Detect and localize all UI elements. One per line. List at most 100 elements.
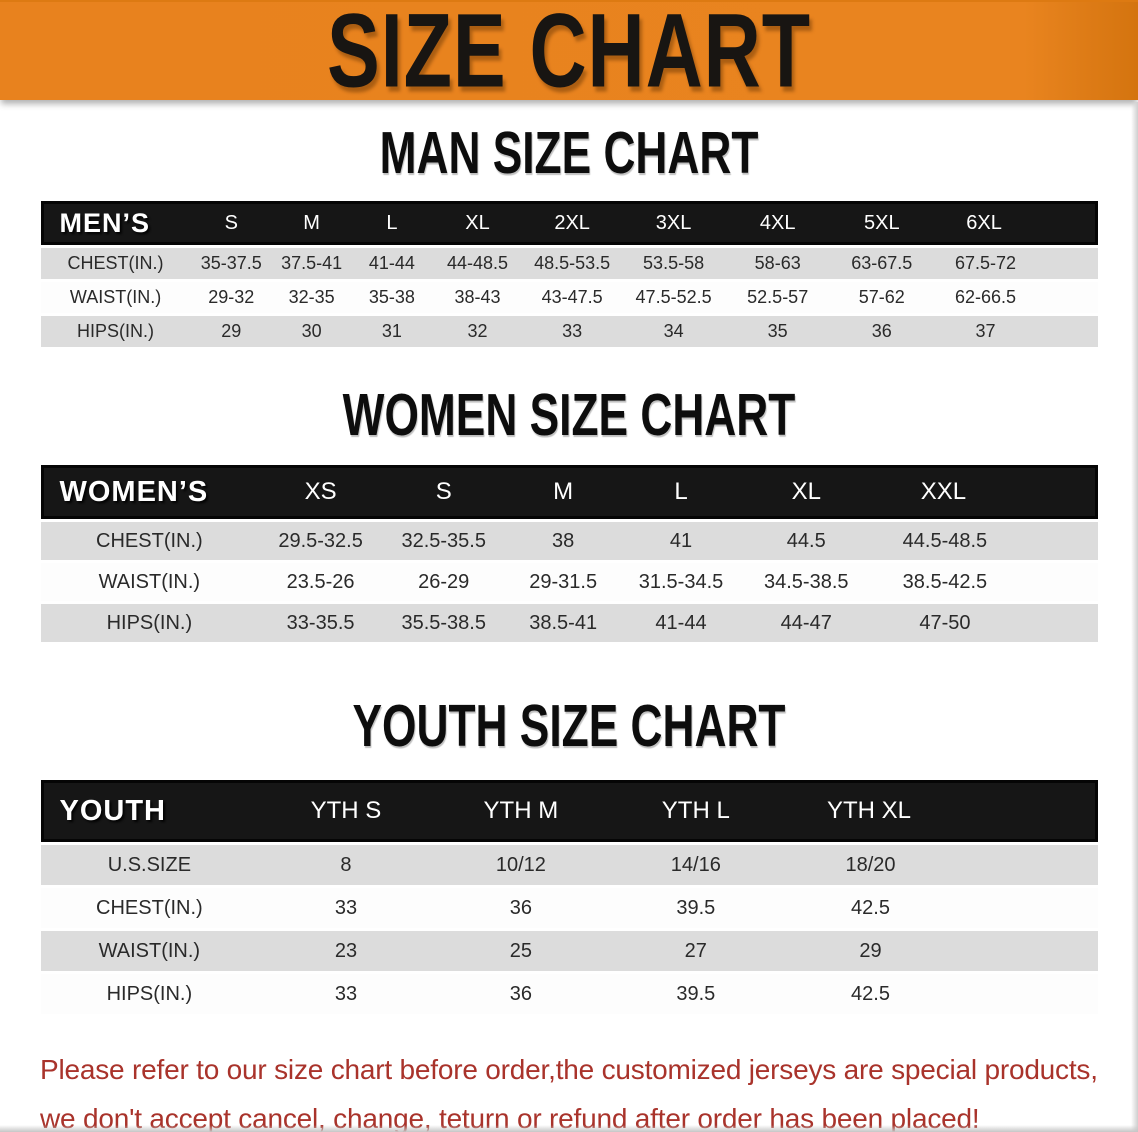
womens-chest-cell: 44.5 xyxy=(740,522,873,560)
women-section-heading: WOMEN SIZE CHART xyxy=(0,385,1138,444)
youth-ussize-cell: 10/12 xyxy=(433,845,609,885)
page-edge-shadow-right xyxy=(1131,102,1138,1132)
womens-size-header-cell: XL xyxy=(740,465,873,519)
mens-waist-cell: 43-47.5 xyxy=(522,282,622,313)
mens-header-row: MEN’S S M L XL 2XL 3XL 4XL 5XL 6XL xyxy=(40,201,1098,245)
mens-hips-cell: 30 xyxy=(271,316,352,347)
mens-size-header-cell: M xyxy=(271,201,352,245)
mens-size-table: MEN’S S M L XL 2XL 3XL 4XL 5XL 6XL CHEST(IN.) 35… xyxy=(40,198,1098,350)
table-row: HIPS(IN.) 29 30 31 32 33 34 35 36 37 xyxy=(40,316,1098,347)
mens-hips-cell: 33 xyxy=(522,316,622,347)
mens-hips-cell: 37 xyxy=(933,316,1098,347)
youth-ussize-cell: 8 xyxy=(258,845,434,885)
row-label-waist: WAIST(IN.) xyxy=(40,563,259,601)
mens-size-header-cell: XL xyxy=(432,201,523,245)
mens-chest-cell: 67.5-72 xyxy=(933,248,1098,279)
table-row: HIPS(IN.) 33 36 39.5 42.5 xyxy=(40,974,1098,1014)
table-row: HIPS(IN.) 33-35.5 35.5-38.5 38.5-41 41-44 44… xyxy=(40,604,1098,642)
mens-size-header-cell: 4XL xyxy=(725,201,831,245)
row-label-chest: CHEST(IN.) xyxy=(40,522,259,560)
mens-waist-cell: 35-38 xyxy=(351,282,433,313)
man-section-heading: MAN SIZE CHART xyxy=(0,120,1138,186)
womens-hips-cell: 44-47 xyxy=(740,604,873,642)
youth-chest-cell: 42.5 xyxy=(783,888,1098,928)
mens-size-header-cell: 5XL xyxy=(830,201,934,245)
mens-waist-cell: 62-66.5 xyxy=(933,282,1098,313)
mens-hips-cell: 35 xyxy=(725,316,831,347)
youth-size-header-cell: YTH S xyxy=(258,780,434,842)
youth-section-heading-text: YOUTH SIZE CHART xyxy=(352,693,786,759)
youth-hips-cell: 39.5 xyxy=(608,974,784,1014)
mens-chest-cell: 41-44 xyxy=(351,248,433,279)
womens-header-row: WOMEN’S XS S M L XL XXL xyxy=(40,465,1098,519)
youth-chest-cell: 33 xyxy=(258,888,434,928)
mens-chest-cell: 44-48.5 xyxy=(432,248,523,279)
youth-hips-cell: 33 xyxy=(258,974,434,1014)
mens-size-header-cell: 2XL xyxy=(522,201,622,245)
youth-waist-cell: 25 xyxy=(433,931,609,971)
womens-waist-cell: 38.5-42.5 xyxy=(872,563,1098,601)
youth-hips-cell: 42.5 xyxy=(783,974,1098,1014)
table-row: CHEST(IN.) 35-37.5 37.5-41 41-44 44-48.5 48.… xyxy=(40,248,1098,279)
youth-hips-cell: 36 xyxy=(433,974,609,1014)
youth-header-row: YOUTH YTH S YTH M YTH L YTH XL xyxy=(40,780,1098,842)
youth-ussize-cell: 14/16 xyxy=(608,845,784,885)
mens-waist-cell: 29-32 xyxy=(190,282,272,313)
table-row: CHEST(IN.) 33 36 39.5 42.5 xyxy=(40,888,1098,928)
youth-ussize-cell: 18/20 xyxy=(783,845,1098,885)
banner-title: SIZE CHART xyxy=(327,0,811,110)
womens-size-header-cell: XXL xyxy=(872,465,1098,519)
table-row: WAIST(IN.) 23 25 27 29 xyxy=(40,931,1098,971)
table-row: WAIST(IN.) 23.5-26 26-29 29-31.5 31.5-34.5 3… xyxy=(40,563,1098,601)
youth-group-label: YOUTH xyxy=(40,780,259,842)
youth-section-heading: YOUTH SIZE CHART xyxy=(0,693,1138,759)
womens-hips-cell: 47-50 xyxy=(872,604,1098,642)
womens-chest-cell: 32.5-35.5 xyxy=(382,522,505,560)
row-label-ussize: U.S.SIZE xyxy=(40,845,259,885)
row-label-chest: CHEST(IN.) xyxy=(40,248,191,279)
womens-size-table: WOMEN’S XS S M L XL XXL CHEST(IN.) 29.5-32.5 3… xyxy=(40,462,1098,645)
youth-size-header-cell: YTH XL xyxy=(783,780,1098,842)
row-label-hips: HIPS(IN.) xyxy=(40,316,191,347)
mens-hips-cell: 29 xyxy=(190,316,272,347)
womens-size-header-cell: L xyxy=(621,465,741,519)
womens-waist-cell: 23.5-26 xyxy=(258,563,383,601)
mens-waist-cell: 52.5-57 xyxy=(725,282,831,313)
womens-hips-cell: 38.5-41 xyxy=(504,604,622,642)
womens-waist-cell: 31.5-34.5 xyxy=(621,563,741,601)
table-row: CHEST(IN.) 29.5-32.5 32.5-35.5 38 41 44.5 44.… xyxy=(40,522,1098,560)
womens-waist-cell: 26-29 xyxy=(382,563,505,601)
mens-waist-cell: 32-35 xyxy=(271,282,352,313)
mens-chest-cell: 35-37.5 xyxy=(190,248,272,279)
mens-size-header-cell: 6XL xyxy=(933,201,1098,245)
mens-chest-cell: 48.5-53.5 xyxy=(522,248,622,279)
mens-chest-cell: 37.5-41 xyxy=(271,248,352,279)
womens-chest-cell: 38 xyxy=(504,522,622,560)
youth-size-table: YOUTH YTH S YTH M YTH L YTH XL U.S.SIZE 8 10… xyxy=(40,777,1098,1017)
row-label-waist: WAIST(IN.) xyxy=(40,282,191,313)
disclaimer: Please refer to our size chart before or… xyxy=(40,1045,1138,1132)
mens-chest-cell: 53.5-58 xyxy=(621,248,726,279)
womens-chest-cell: 44.5-48.5 xyxy=(872,522,1098,560)
mens-chest-cell: 63-67.5 xyxy=(830,248,934,279)
youth-size-header-cell: YTH M xyxy=(433,780,609,842)
womens-hips-cell: 33-35.5 xyxy=(258,604,383,642)
table-row: WAIST(IN.) 29-32 32-35 35-38 38-43 43-47.5 47… xyxy=(40,282,1098,313)
womens-hips-cell: 41-44 xyxy=(621,604,741,642)
table-row: U.S.SIZE 8 10/12 14/16 18/20 xyxy=(40,845,1098,885)
womens-size-header-cell: XS xyxy=(258,465,383,519)
mens-group-label: MEN’S xyxy=(40,201,191,245)
youth-waist-cell: 23 xyxy=(258,931,434,971)
womens-waist-cell: 34.5-38.5 xyxy=(740,563,873,601)
row-label-chest: CHEST(IN.) xyxy=(40,888,259,928)
youth-chest-cell: 39.5 xyxy=(608,888,784,928)
mens-hips-cell: 31 xyxy=(351,316,433,347)
womens-group-label: WOMEN’S xyxy=(40,465,259,519)
mens-hips-cell: 34 xyxy=(621,316,726,347)
womens-chest-cell: 29.5-32.5 xyxy=(258,522,383,560)
mens-waist-cell: 47.5-52.5 xyxy=(621,282,726,313)
man-section-heading-text: MAN SIZE CHART xyxy=(379,120,759,186)
womens-waist-cell: 29-31.5 xyxy=(504,563,622,601)
youth-chest-cell: 36 xyxy=(433,888,609,928)
